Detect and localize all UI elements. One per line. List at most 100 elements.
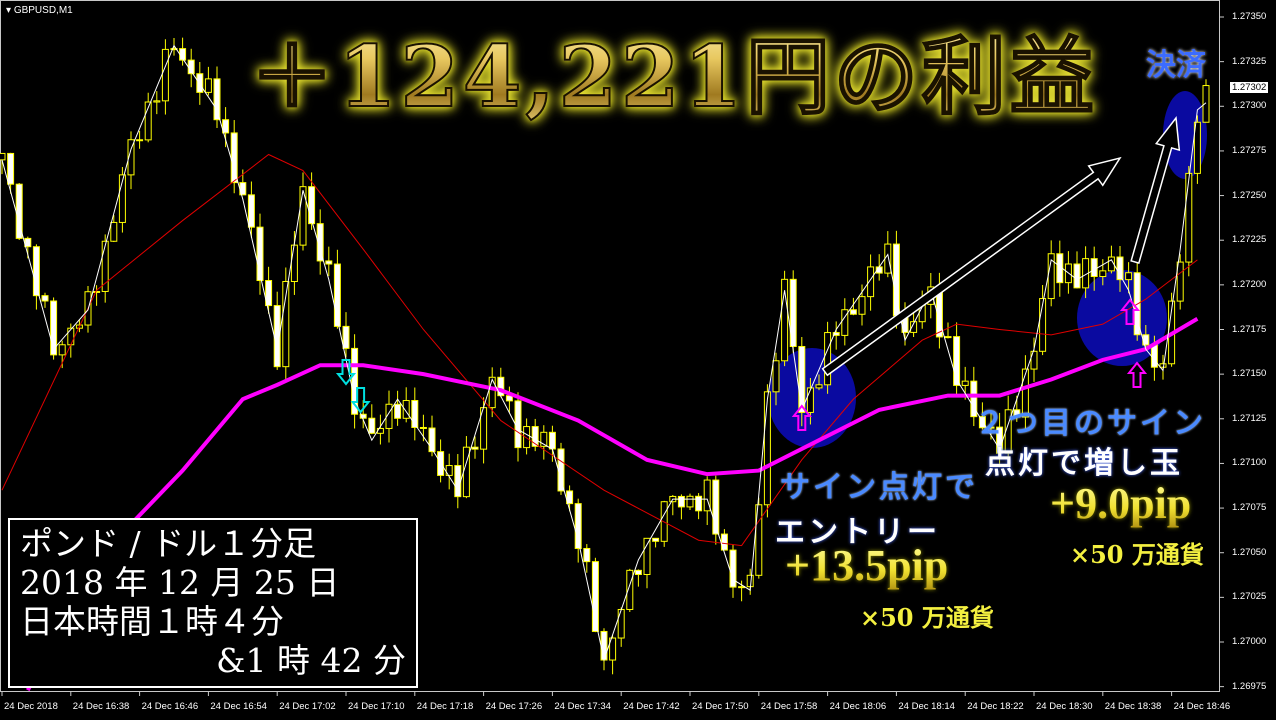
candle-body <box>222 119 230 134</box>
candle-body <box>144 101 152 141</box>
candle-body <box>1202 85 1210 123</box>
x-tick-label: 24 Dec 18:38 <box>1104 701 1162 712</box>
y-tick-label: 1.27250 <box>1232 189 1267 201</box>
candle-body <box>153 100 161 103</box>
candle-body <box>617 608 625 639</box>
candle-body <box>763 391 771 506</box>
candle-body <box>523 426 531 449</box>
candle-body <box>316 223 324 262</box>
x-tick-label: 24 Dec 17:02 <box>279 701 336 712</box>
candle-body <box>290 244 298 282</box>
current-price-label: 1.27302 <box>1230 82 1269 93</box>
entry-note-line2: エントリー <box>775 515 940 550</box>
candle-body <box>428 427 436 453</box>
y-tick-label: 1.27200 <box>1232 278 1267 290</box>
candle-body <box>514 400 522 449</box>
y-tick-label: 1.27150 <box>1232 368 1267 380</box>
chart-plot-frame <box>0 0 1220 692</box>
symbol-label[interactable]: ▾ GBPUSD,M1 <box>6 5 73 16</box>
trend-arrow-icon <box>1130 116 1181 265</box>
candle-body <box>626 569 634 610</box>
candle-body <box>531 426 539 447</box>
y-tick-label: 1.27100 <box>1232 457 1267 469</box>
candle-body <box>247 194 255 228</box>
candle-body <box>0 152 6 161</box>
candle-body <box>402 400 410 419</box>
info-line-time1: 日本時間１時４分 <box>20 602 284 641</box>
x-tick-label: 24 Dec 17:58 <box>760 701 818 712</box>
candle-body <box>686 495 694 508</box>
candle-body <box>781 278 789 362</box>
candle-body <box>50 300 58 356</box>
candle-body <box>772 360 780 393</box>
candle-body <box>213 78 221 121</box>
candle-body <box>204 78 212 93</box>
buy-signal-arrow-icon <box>1126 361 1148 388</box>
candle-body <box>110 221 118 242</box>
candle-body <box>325 260 333 265</box>
info-line-pair: ポンド / ドル１分足 <box>20 524 317 563</box>
y-tick-label: 1.27350 <box>1232 11 1267 22</box>
candle-body <box>58 344 66 356</box>
candle-body <box>987 426 995 429</box>
x-tick-label: 24 Dec 17:26 <box>485 701 543 712</box>
info-line-time2: &1 時 42 分 <box>216 641 406 680</box>
candle-body <box>1150 344 1158 368</box>
candle-body <box>910 321 918 333</box>
candle-body <box>1021 368 1029 418</box>
candle-body <box>351 347 359 415</box>
info-line-date: 2018 年 12 月 25 日 <box>20 563 340 602</box>
buy-signal-arrow-icon <box>1119 298 1141 325</box>
candle-body <box>634 569 642 575</box>
candle-body <box>394 403 402 419</box>
x-tick-label: 24 Dec 17:34 <box>554 701 611 712</box>
candle-body <box>41 295 49 302</box>
candle-body <box>359 413 367 419</box>
candle-body <box>385 403 393 429</box>
y-tick-label: 1.27050 <box>1232 546 1267 558</box>
candle-body <box>1073 263 1081 289</box>
x-tick-label: 24 Dec 17:10 <box>348 701 405 712</box>
candle-body <box>892 243 900 317</box>
x-tick-label: 24 Dec 18:06 <box>829 701 887 712</box>
x-tick-label: 24 Dec 18:30 <box>1036 701 1093 712</box>
candle-body <box>282 280 290 368</box>
candle-body <box>849 309 857 315</box>
settlement-label: 決済 <box>1146 48 1206 83</box>
ma-fast-line <box>1 153 1198 547</box>
candle-body <box>652 537 660 542</box>
candle-body <box>170 48 178 51</box>
x-tick-label: 24 Dec 16:46 <box>141 701 199 712</box>
profit-headline: ＋124,221円の利益 <box>249 10 1098 131</box>
x-tick-label: 24 Dec 17:18 <box>416 701 474 712</box>
candle-body <box>1099 270 1107 278</box>
add-multiplier: ×50 万通貨 <box>1070 540 1204 569</box>
candle-body <box>161 48 169 102</box>
candle-body <box>342 325 350 349</box>
candle-body <box>970 380 978 418</box>
x-tick-label: 24 Dec 17:50 <box>692 701 749 712</box>
candle-body <box>566 490 574 505</box>
candle-body <box>557 448 565 492</box>
add-note-line2: 点灯で増し玉 <box>985 446 1183 481</box>
candle-body <box>308 186 316 225</box>
candle-body <box>419 426 427 429</box>
symbol-text: GBPUSD,M1 <box>13 5 73 16</box>
candle-body <box>368 417 376 434</box>
x-tick-label: 24 Dec 18:22 <box>967 701 1024 712</box>
candle-body <box>1090 258 1098 278</box>
candle-body <box>411 400 419 428</box>
candle-body <box>540 431 548 447</box>
candle-body <box>32 246 40 297</box>
x-tick-label: 24 Dec 16:38 <box>72 701 130 712</box>
y-tick-label: 1.27000 <box>1232 636 1267 647</box>
candle-body <box>1013 409 1021 418</box>
entry-note-line1: サイン点灯で <box>780 470 978 505</box>
trend-arrow-icon <box>821 156 1122 377</box>
x-tick-label: 24 Dec 18:46 <box>1173 701 1231 712</box>
candle-body <box>256 226 264 282</box>
candle-body <box>884 243 892 274</box>
candle-body <box>1185 172 1193 263</box>
